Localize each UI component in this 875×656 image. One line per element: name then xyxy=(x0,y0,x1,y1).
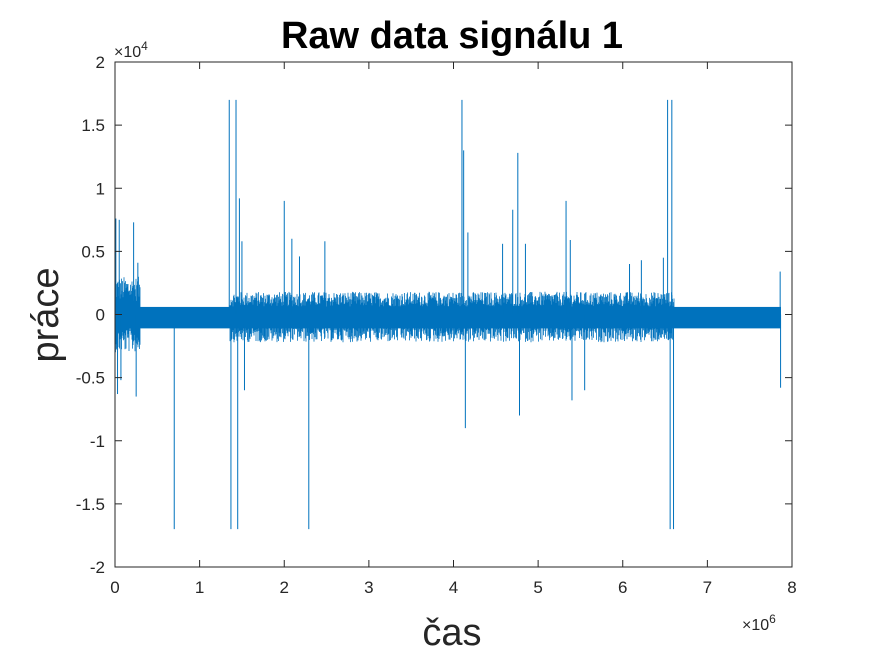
signal-active-segment xyxy=(229,291,675,343)
y-tick-label: 1 xyxy=(96,179,105,198)
x-exponent-label: ×106 xyxy=(742,612,776,634)
chart-title: Raw data signálu 1 xyxy=(281,15,623,57)
axis-ticks: 0 1 2 3 4 5 6 7 8 -2 -1.5 -1 -0.5 0 0.5 1 1.5 2 xyxy=(76,53,797,597)
x-tick-label: 0 xyxy=(110,578,119,597)
x-tick-label: 1 xyxy=(195,578,204,597)
y-tick-label: -1 xyxy=(90,432,105,451)
y-exponent-label: ×104 xyxy=(114,39,148,61)
y-tick-label: -0.5 xyxy=(76,369,105,388)
x-tick-label: 2 xyxy=(280,578,289,597)
x-axis-label: čas xyxy=(422,612,481,654)
y-axis-label: práce xyxy=(25,267,67,362)
y-tick-label: 1.5 xyxy=(81,116,105,135)
plot-area xyxy=(114,61,793,568)
y-tick-label: 2 xyxy=(96,53,105,72)
x-tick-label: 8 xyxy=(787,578,796,597)
x-tick-label: 4 xyxy=(449,578,458,597)
x-tick-label: 3 xyxy=(364,578,373,597)
signal-series xyxy=(115,99,782,530)
y-tick-label: -1.5 xyxy=(76,495,105,514)
y-tick-label: 0 xyxy=(96,306,105,325)
y-tick-label: 0.5 xyxy=(81,242,105,261)
y-tick-label: -2 xyxy=(90,558,105,577)
x-tick-label: 5 xyxy=(533,578,542,597)
x-tick-label: 7 xyxy=(703,578,712,597)
x-tick-label: 6 xyxy=(618,578,627,597)
